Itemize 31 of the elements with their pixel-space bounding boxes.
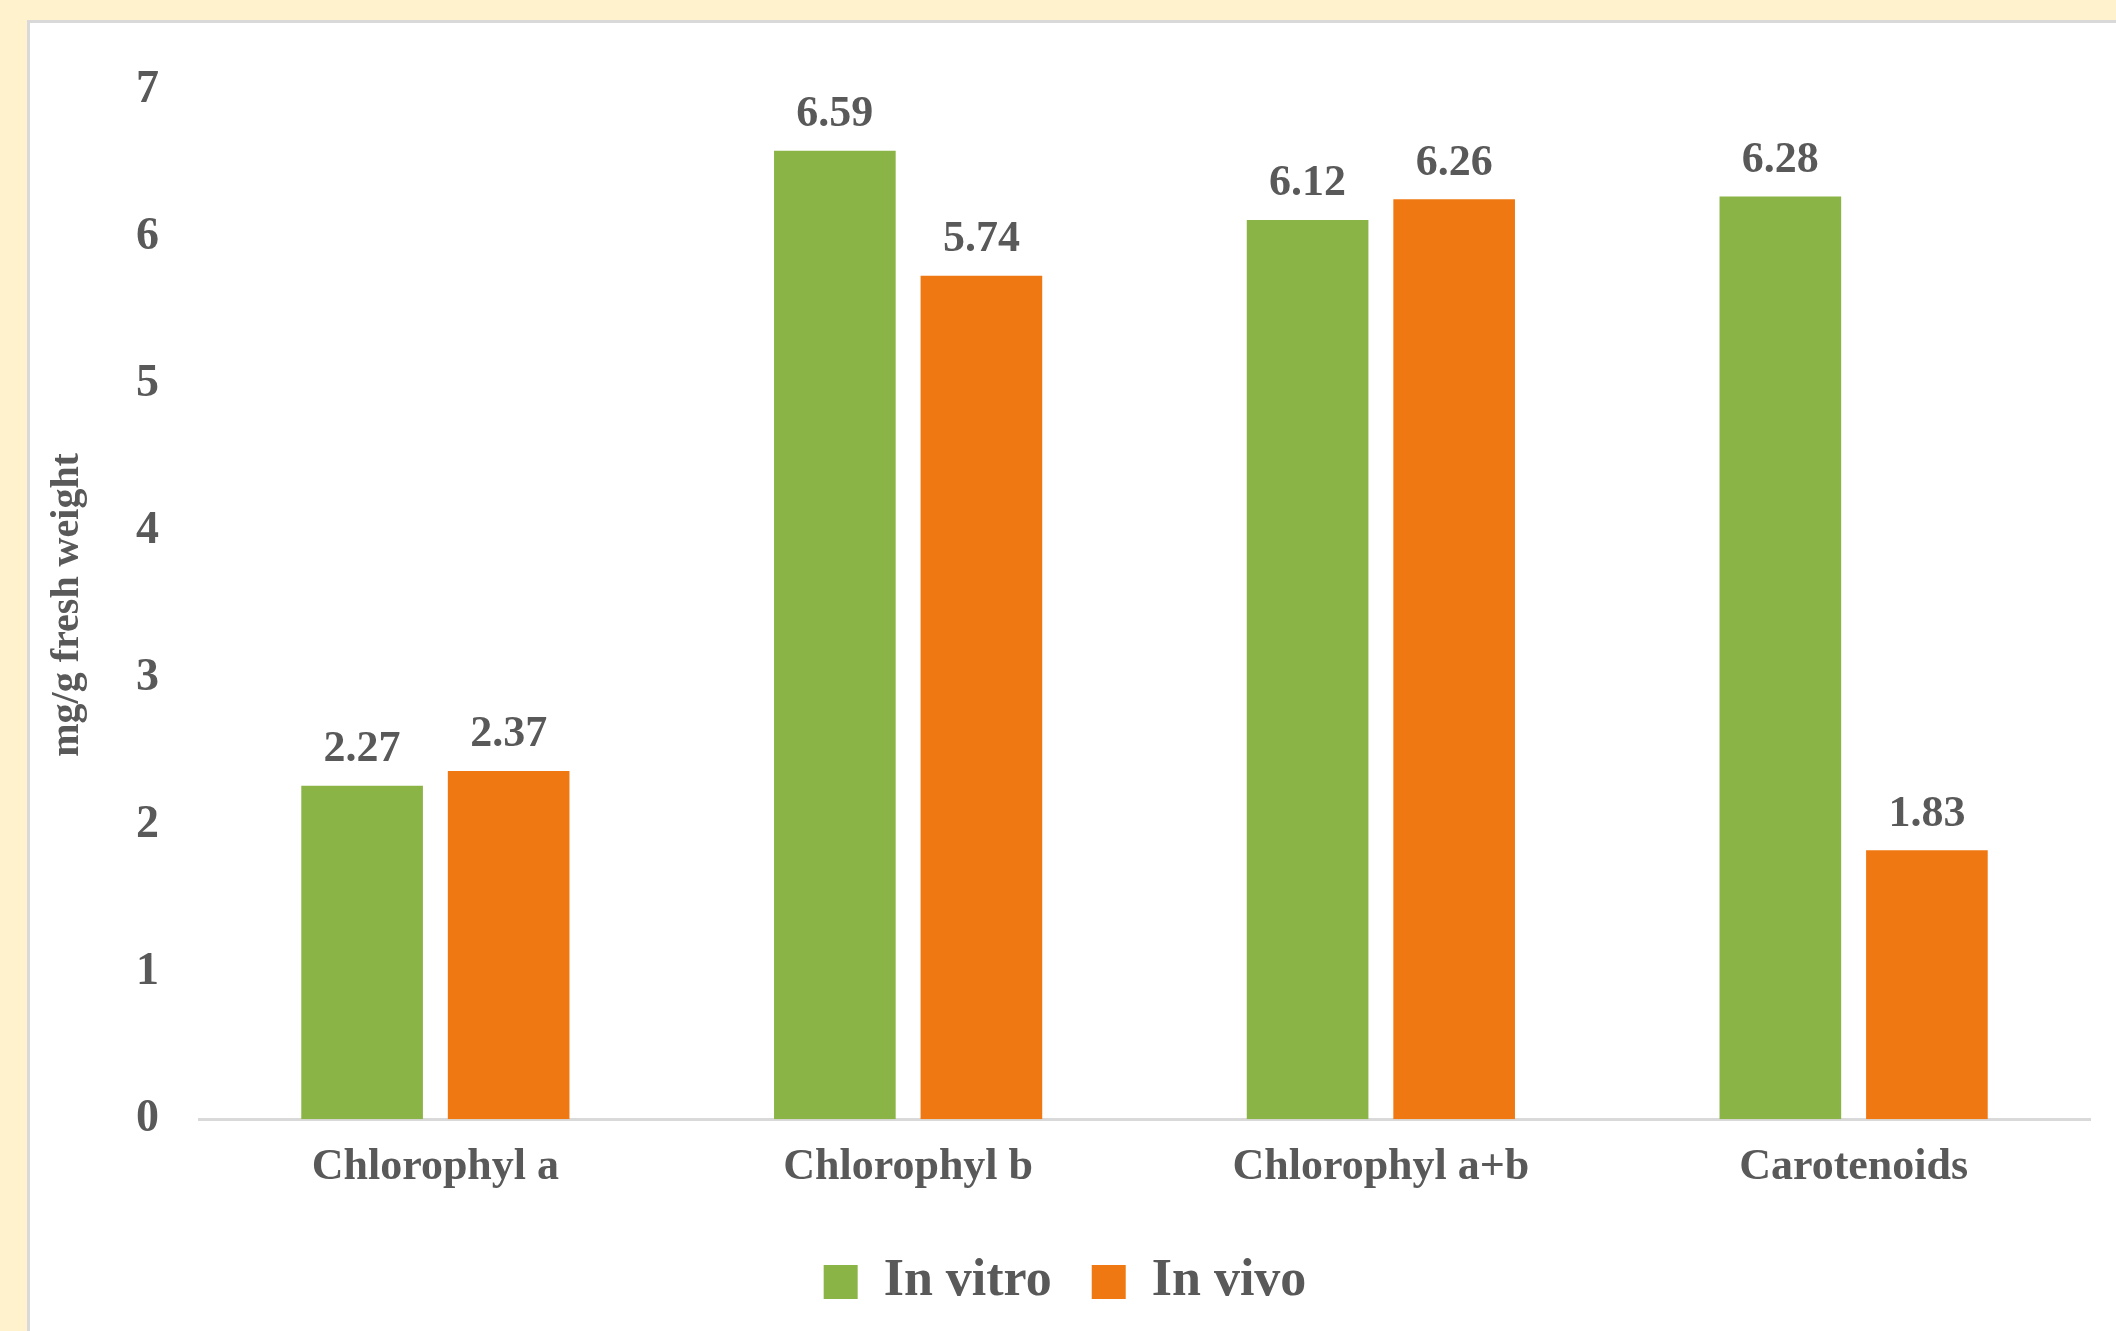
bar [774,150,896,1120]
data-label: 6.26 [1415,135,1493,185]
y-tick-label: 5 [136,355,159,407]
data-label: 1.83 [1888,786,1966,836]
data-label: 5.74 [942,212,1020,262]
y-tick-label: 4 [136,502,159,554]
legend-label: In vivo [1151,1249,1307,1307]
x-tick-label: Chlorophyl b [783,1139,1034,1189]
bar [447,770,570,1120]
data-label: 6.28 [1741,132,1819,182]
data-label: 2.27 [323,722,401,771]
x-tick-label: Carotenoids [1739,1139,1969,1189]
bar [1719,196,1842,1120]
y-tick-label: 2 [136,796,159,848]
y-tick-label: 6 [136,208,159,260]
y-axis-title: mg/g fresh weight [42,452,88,757]
data-label: 6.12 [1269,156,1347,206]
bar [1246,219,1369,1120]
bar [1393,199,1515,1120]
bar [301,785,423,1120]
data-label: 6.59 [796,87,874,137]
legend-label: In vitro [883,1249,1052,1307]
x-tick-label: Chlorophyl a+b [1232,1139,1530,1189]
data-label: 2.37 [470,707,548,757]
y-tick-label: 0 [136,1090,159,1142]
y-tick-label: 1 [136,943,159,995]
bar [1866,850,1988,1120]
x-tick-label: Chlorophyl a [311,1139,560,1189]
y-tick-label: 3 [136,649,159,701]
y-tick-label: 7 [136,61,159,113]
bar [920,275,1043,1120]
